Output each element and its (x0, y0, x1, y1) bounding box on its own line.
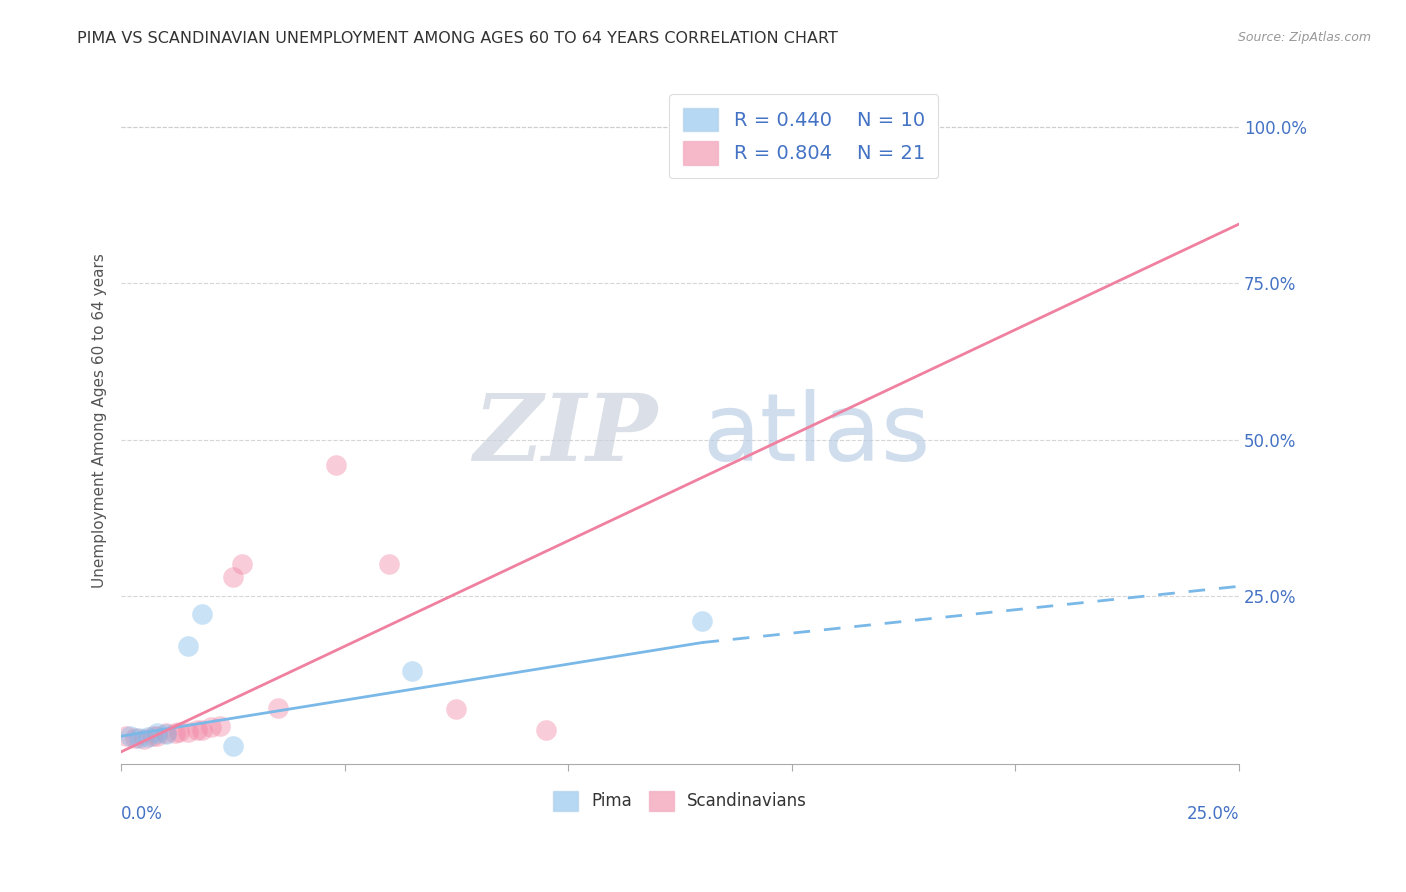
Text: Source: ZipAtlas.com: Source: ZipAtlas.com (1237, 31, 1371, 45)
Point (155, 727, 177, 741)
Point (186, 723, 208, 737)
Legend: Pima, Scandinavians: Pima, Scandinavians (547, 784, 814, 818)
Text: ZIP: ZIP (474, 390, 658, 480)
Point (124, 731, 146, 745)
Point (208, 718, 231, 732)
Point (325, 458, 347, 472)
Point (893, 120, 915, 135)
Point (378, 558, 401, 572)
Point (120, 729, 142, 743)
Point (534, 723, 557, 737)
Point (169, 724, 191, 739)
Point (231, 558, 253, 572)
Point (155, 726, 177, 740)
Point (146, 729, 169, 743)
Text: 0.0%: 0.0% (121, 805, 163, 823)
Point (190, 607, 212, 622)
Point (114, 729, 136, 743)
Point (163, 726, 186, 740)
Point (200, 720, 222, 734)
Y-axis label: Unemployment Among Ages 60 to 64 years: Unemployment Among Ages 60 to 64 years (93, 253, 107, 589)
Point (222, 570, 245, 584)
Point (177, 639, 200, 653)
Point (136, 730, 159, 744)
Text: atlas: atlas (703, 389, 931, 481)
Point (128, 731, 150, 745)
Point (401, 664, 423, 678)
Point (177, 724, 200, 739)
Text: PIMA VS SCANDINAVIAN UNEMPLOYMENT AMONG AGES 60 TO 64 YEARS CORRELATION CHART: PIMA VS SCANDINAVIAN UNEMPLOYMENT AMONG … (77, 31, 838, 46)
Point (222, 739, 245, 753)
Text: 25.0%: 25.0% (1187, 805, 1239, 823)
Point (146, 726, 169, 740)
Point (446, 702, 468, 716)
Point (132, 732, 155, 747)
Point (141, 729, 163, 743)
Point (692, 614, 714, 628)
Point (266, 701, 288, 715)
Point (190, 723, 212, 737)
